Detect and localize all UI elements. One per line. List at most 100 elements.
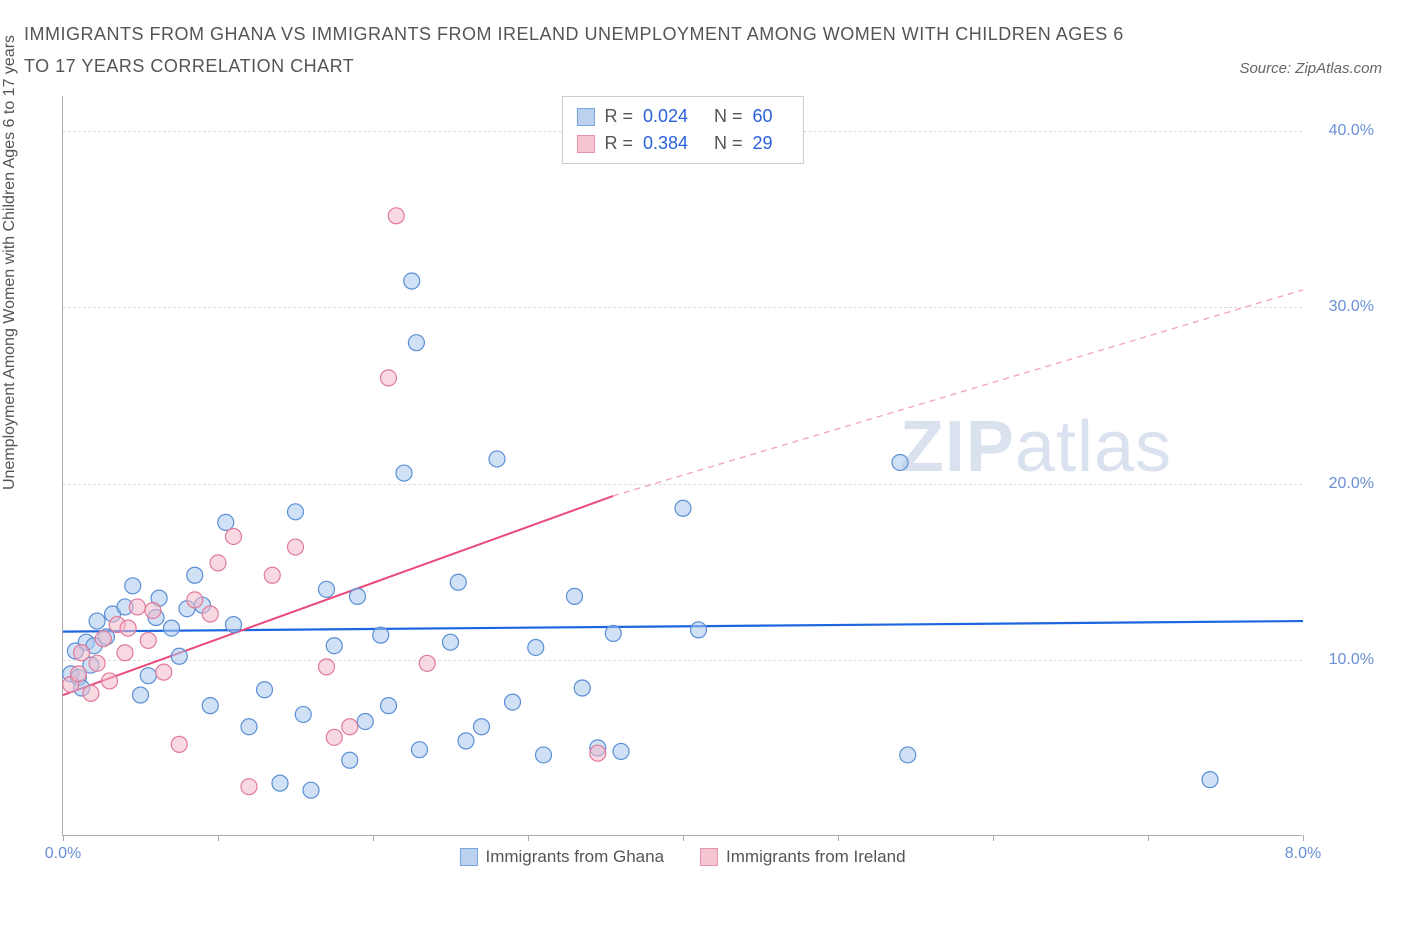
data-point-ghana <box>241 719 257 735</box>
data-point-ghana <box>605 625 621 641</box>
x-tick <box>1148 835 1149 841</box>
stats-row-ghana: R = 0.024 N = 60 <box>576 103 788 130</box>
data-point-ireland <box>140 632 156 648</box>
y-axis-label: Unemployment Among Women with Children A… <box>1 35 19 490</box>
data-point-ireland <box>342 719 358 735</box>
trend-line-ireland <box>63 496 613 695</box>
data-point-ghana <box>396 465 412 481</box>
y-tick-label: 40.0% <box>1310 122 1374 140</box>
data-point-ghana <box>257 682 273 698</box>
x-tick <box>63 835 64 841</box>
data-point-ireland <box>71 666 87 682</box>
data-point-ireland <box>326 729 342 745</box>
plot-area: ZIPatlas 10.0%20.0%30.0%40.0% 0.0%8.0% R… <box>62 96 1302 836</box>
data-point-ghana <box>1202 772 1218 788</box>
data-point-ghana <box>489 451 505 467</box>
legend-item-ireland: Immigrants from Ireland <box>700 847 906 867</box>
data-point-ghana <box>900 747 916 763</box>
data-point-ireland <box>187 592 203 608</box>
data-point-ireland <box>95 631 111 647</box>
x-tick-label: 8.0% <box>1285 845 1321 863</box>
x-tick <box>373 835 374 841</box>
legend-label-ghana: Immigrants from Ghana <box>485 847 664 867</box>
data-point-ireland <box>288 539 304 555</box>
data-point-ghana <box>574 680 590 696</box>
data-point-ghana <box>450 574 466 590</box>
data-point-ghana <box>443 634 459 650</box>
data-point-ireland <box>319 659 335 675</box>
x-tick <box>683 835 684 841</box>
stats-box: R = 0.024 N = 60R = 0.384 N = 29 <box>561 96 803 164</box>
y-tick-label: 30.0% <box>1310 298 1374 316</box>
x-tick <box>528 835 529 841</box>
data-point-ireland <box>83 685 99 701</box>
legend-bottom: Immigrants from Ghana Immigrants from Ire… <box>459 847 905 867</box>
r-value-ireland: 0.384 <box>643 130 688 157</box>
data-point-ghana <box>125 578 141 594</box>
data-point-ireland <box>171 736 187 752</box>
data-point-ghana <box>89 613 105 629</box>
data-point-ghana <box>458 733 474 749</box>
data-point-ireland <box>117 645 133 661</box>
n-label: N = <box>714 130 743 157</box>
data-point-ireland <box>202 606 218 622</box>
data-point-ireland <box>419 655 435 671</box>
y-tick-label: 20.0% <box>1310 475 1374 493</box>
r-label: R = <box>604 103 633 130</box>
x-tick <box>838 835 839 841</box>
x-tick-label: 0.0% <box>45 845 81 863</box>
data-point-ghana <box>303 782 319 798</box>
data-point-ghana <box>218 514 234 530</box>
trend-line-ghana <box>63 621 1303 632</box>
data-point-ghana <box>140 668 156 684</box>
n-label: N = <box>714 103 743 130</box>
data-point-ghana <box>326 638 342 654</box>
data-point-ghana <box>171 648 187 664</box>
data-point-ghana <box>567 588 583 604</box>
data-point-ghana <box>373 627 389 643</box>
data-point-ghana <box>691 622 707 638</box>
data-point-ireland <box>120 620 136 636</box>
data-point-ireland <box>145 602 161 618</box>
chart-title: IMMIGRANTS FROM GHANA VS IMMIGRANTS FROM… <box>24 18 1154 83</box>
data-point-ghana <box>288 504 304 520</box>
data-point-ghana <box>474 719 490 735</box>
data-point-ireland <box>210 555 226 571</box>
trend-ext-ireland <box>613 290 1303 496</box>
n-value-ireland: 29 <box>753 130 773 157</box>
scatter-svg <box>63 96 1302 835</box>
data-point-ghana <box>381 698 397 714</box>
data-point-ireland <box>264 567 280 583</box>
data-point-ghana <box>357 713 373 729</box>
data-point-ghana <box>528 639 544 655</box>
data-point-ghana <box>202 698 218 714</box>
n-value-ghana: 60 <box>753 103 773 130</box>
data-point-ireland <box>590 745 606 761</box>
x-tick <box>993 835 994 841</box>
data-point-ghana <box>187 567 203 583</box>
stats-row-ireland: R =0.384N =29 <box>576 130 788 157</box>
data-point-ghana <box>226 617 242 633</box>
data-point-ghana <box>613 743 629 759</box>
data-point-ireland <box>381 370 397 386</box>
data-point-ireland <box>74 645 90 661</box>
data-point-ghana <box>295 706 311 722</box>
r-value-ghana: 0.024 <box>643 103 688 130</box>
data-point-ghana <box>350 588 366 604</box>
legend-swatch-ghana <box>459 848 477 866</box>
y-tick-label: 10.0% <box>1310 651 1374 669</box>
data-point-ghana <box>272 775 288 791</box>
source-attribution: Source: ZipAtlas.com <box>1239 60 1382 83</box>
data-point-ghana <box>408 335 424 351</box>
chart-container: Unemployment Among Women with Children A… <box>18 90 1388 890</box>
x-tick <box>1303 835 1304 841</box>
data-point-ghana <box>892 454 908 470</box>
data-point-ireland <box>388 208 404 224</box>
data-point-ireland <box>102 673 118 689</box>
data-point-ireland <box>156 664 172 680</box>
data-point-ireland <box>241 779 257 795</box>
data-point-ireland <box>226 528 242 544</box>
data-point-ghana <box>342 752 358 768</box>
legend-item-ghana: Immigrants from Ghana <box>459 847 664 867</box>
swatch-ghana <box>576 108 594 126</box>
